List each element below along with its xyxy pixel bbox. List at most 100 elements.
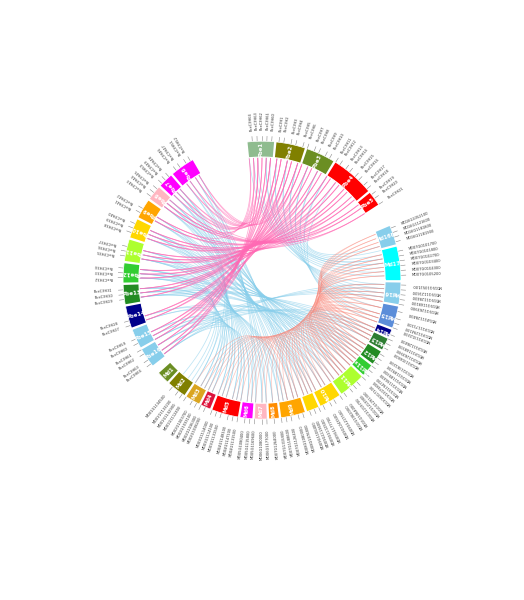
Text: PbeC3H29: PbeC3H29 [95, 299, 114, 305]
Text: PbeC3H27: PbeC3H27 [102, 327, 121, 337]
Text: PbeC3H13: PbeC3H13 [351, 144, 365, 161]
Text: MD09G1106400: MD09G1106400 [311, 420, 325, 449]
Text: PbeC3H40: PbeC3H40 [107, 209, 126, 221]
Text: PbeC3H43: PbeC3H43 [126, 177, 144, 191]
Text: Pbe14: Pbe14 [126, 310, 146, 320]
Text: MD07G1264000: MD07G1264000 [273, 429, 280, 459]
Text: MD02G1038200: MD02G1038200 [187, 416, 203, 445]
Text: PbeC3H62: PbeC3H62 [118, 358, 136, 371]
Text: MD16G1181900: MD16G1181900 [406, 229, 435, 241]
Text: MD11G1156400: MD11G1156400 [379, 371, 405, 392]
Text: MD03G1131500: MD03G1131500 [208, 423, 220, 452]
Text: MD05G1169600: MD05G1169600 [250, 430, 256, 460]
Text: Pbe9: Pbe9 [142, 206, 157, 218]
Text: PbeC3H4: PbeC3H4 [296, 118, 304, 135]
Polygon shape [212, 395, 241, 417]
Text: MD07G0103400: MD07G0103400 [411, 259, 441, 266]
Text: MD11G1189200: MD11G1189200 [385, 362, 412, 382]
Text: Md8: Md8 [270, 404, 277, 417]
Text: PbeC3H8: PbeC3H8 [321, 127, 332, 144]
Polygon shape [314, 382, 340, 406]
Text: Md11: Md11 [340, 372, 354, 388]
Text: PbeC3H63: PbeC3H63 [123, 364, 140, 379]
Polygon shape [275, 142, 305, 163]
Text: MD13G1294100: MD13G1294100 [404, 325, 433, 337]
Text: PbeC3H34: PbeC3H34 [94, 263, 113, 269]
Text: PbeC3H36: PbeC3H36 [96, 243, 116, 251]
Text: PbeC3H10: PbeC3H10 [333, 131, 345, 150]
Text: MD15G1168100: MD15G1168100 [410, 299, 440, 307]
Text: Pbe16: Pbe16 [144, 346, 162, 361]
Polygon shape [268, 402, 279, 419]
Text: MD04G1147100: MD04G1147100 [223, 427, 233, 456]
Text: Pbe6: Pbe6 [180, 165, 193, 181]
Text: PbeC3H51: PbeC3H51 [168, 137, 182, 155]
Text: PbeC3H11: PbeC3H11 [340, 136, 353, 154]
Text: MD02G1036300: MD02G1036300 [182, 414, 198, 442]
Text: PbeC3H64: PbeC3H64 [248, 112, 254, 131]
Text: Pbe7: Pbe7 [164, 179, 178, 193]
Text: PbeC3H61: PbeC3H61 [265, 112, 270, 130]
Text: MD09G1112500: MD09G1112500 [321, 416, 337, 445]
Text: Md7: Md7 [258, 405, 264, 418]
Polygon shape [160, 175, 181, 196]
Text: PbeC3H38: PbeC3H38 [103, 221, 122, 231]
Text: MD06G1080000: MD06G1080000 [260, 430, 264, 460]
Text: MD07G0104300: MD07G0104300 [411, 266, 441, 272]
Text: MD07G0105200: MD07G0105200 [412, 272, 442, 277]
Text: PbeC3H47: PbeC3H47 [161, 143, 176, 160]
Text: MD07G0101800: MD07G0101800 [409, 247, 439, 256]
Text: PbeC3H5: PbeC3H5 [304, 121, 313, 137]
Text: Md3: Md3 [191, 387, 202, 400]
Text: MD05G1080400: MD05G1080400 [238, 428, 246, 458]
Polygon shape [126, 304, 146, 328]
Text: MD11G1361200: MD11G1361200 [388, 358, 415, 377]
Polygon shape [159, 362, 178, 382]
Text: MD03G1114000: MD03G1114000 [196, 419, 210, 448]
Text: MD15G1121600: MD15G1121600 [411, 289, 441, 295]
Text: PbeC3H32: PbeC3H32 [93, 275, 112, 280]
Polygon shape [381, 247, 401, 280]
Text: Md2: Md2 [176, 377, 187, 390]
Text: PbeC3H49: PbeC3H49 [144, 157, 159, 174]
Polygon shape [327, 163, 368, 201]
Text: Md1: Md1 [162, 366, 175, 378]
Text: PbeC3H39: PbeC3H39 [105, 215, 124, 226]
Polygon shape [368, 332, 388, 350]
Text: PbeC3H50: PbeC3H50 [139, 161, 156, 178]
Text: MD11G8017100: MD11G8017100 [368, 383, 392, 406]
Polygon shape [124, 239, 144, 263]
Text: MD13G1312200: MD13G1312200 [402, 329, 431, 343]
Text: MD12G1168100: MD12G1168100 [397, 341, 425, 358]
Text: PbeC3H19: PbeC3H19 [379, 175, 396, 190]
Polygon shape [279, 397, 305, 418]
Polygon shape [378, 304, 398, 328]
Text: PbeC3H21: PbeC3H21 [387, 187, 405, 200]
Polygon shape [187, 383, 206, 404]
Text: MD02G1033100: MD02G1033100 [176, 412, 193, 439]
Polygon shape [173, 160, 201, 186]
Text: MD09G1217500: MD09G1217500 [337, 407, 356, 435]
Text: MD10G1062000: MD10G1062000 [344, 403, 364, 430]
Polygon shape [383, 282, 401, 304]
Text: MD01G1133200: MD01G1133200 [152, 398, 173, 424]
Text: Pbe15: Pbe15 [134, 329, 153, 342]
Text: PbeC3H2: PbeC3H2 [283, 116, 290, 133]
Text: PbeC3H42: PbeC3H42 [116, 191, 135, 205]
Polygon shape [247, 141, 274, 158]
Text: PbeC3H64: PbeC3H64 [126, 369, 144, 383]
Text: MD16G1052100: MD16G1052100 [400, 211, 429, 226]
Text: PbeC3H28: PbeC3H28 [100, 322, 119, 331]
Text: PbeC3H3: PbeC3H3 [291, 117, 299, 134]
Text: MD07G0102700: MD07G0102700 [410, 253, 440, 261]
Text: Pbe2: Pbe2 [285, 144, 293, 160]
Text: MD13G1171100: MD13G1171100 [406, 320, 435, 331]
Polygon shape [149, 187, 170, 208]
Text: MD07G1315800: MD07G1315800 [281, 428, 289, 458]
Text: PbeC3H44: PbeC3H44 [130, 172, 147, 187]
Text: MD16G1121600: MD16G1121600 [402, 217, 431, 231]
Text: Pbe8: Pbe8 [152, 191, 168, 205]
Text: MD01G1132900: MD01G1132900 [158, 402, 178, 428]
Text: PbeC3H17: PbeC3H17 [370, 164, 387, 179]
Text: Pbe12: Pbe12 [122, 271, 140, 276]
